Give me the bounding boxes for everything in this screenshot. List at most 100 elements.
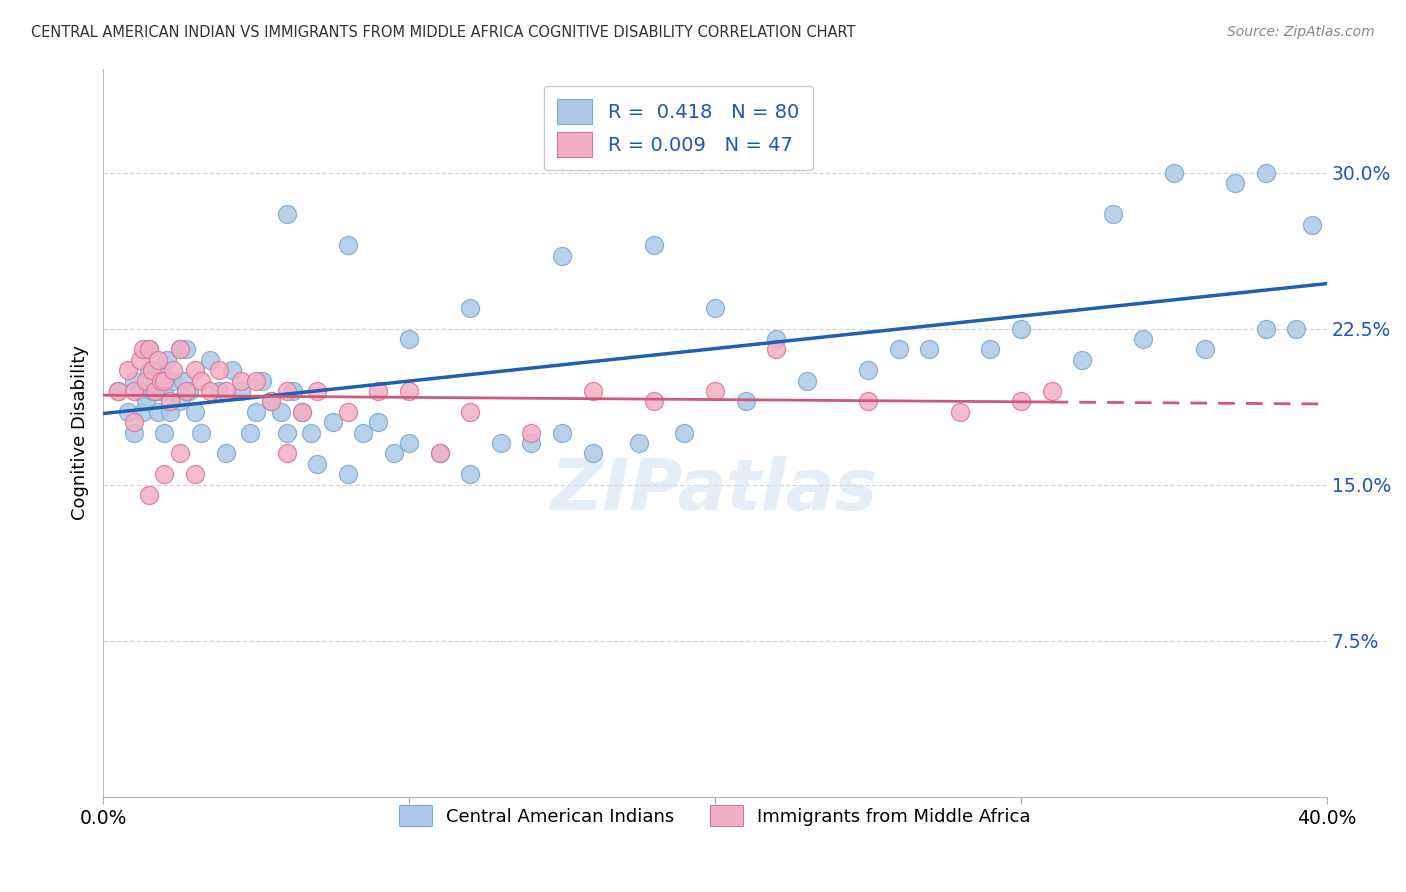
Point [336,467,359,482]
Point [291,405,314,419]
Text: ZIPatlas: ZIPatlas [551,457,879,525]
Point [1010,321,1032,335]
Point [190,374,212,388]
Point [169,394,191,409]
Point [138,488,160,502]
Point [122,384,145,398]
Point [322,415,344,429]
Point [918,343,941,357]
Point [276,207,298,221]
Y-axis label: Cognitive Disability: Cognitive Disability [72,345,89,520]
Point [122,415,145,429]
Point [1010,394,1032,409]
Point [184,363,207,377]
Point [352,425,374,440]
Point [551,425,574,440]
Point [141,384,163,398]
Point [214,384,236,398]
Point [172,374,194,388]
Point [627,436,650,450]
Point [250,374,273,388]
Point [673,425,696,440]
Point [1101,207,1123,221]
Point [229,374,252,388]
Legend: Central American Indians, Immigrants from Middle Africa: Central American Indians, Immigrants fro… [389,797,1040,835]
Point [796,374,818,388]
Point [704,384,727,398]
Point [276,425,298,440]
Point [367,384,389,398]
Point [307,384,329,398]
Point [856,394,879,409]
Point [214,446,236,460]
Point [141,363,163,377]
Point [153,374,176,388]
Point [150,363,173,377]
Point [887,343,910,357]
Point [169,446,191,460]
Point [949,405,972,419]
Point [159,405,181,419]
Point [1132,332,1154,346]
Point [150,374,173,388]
Point [184,405,207,419]
Point [117,405,139,419]
Point [765,332,787,346]
Point [1040,384,1063,398]
Point [208,363,231,377]
Point [156,352,179,367]
Point [138,363,160,377]
Point [643,394,665,409]
Point [1194,343,1216,357]
Point [122,374,145,388]
Point [148,352,170,367]
Point [107,384,129,398]
Point [979,343,1001,357]
Point [184,467,207,482]
Point [177,384,200,398]
Point [122,425,145,440]
Point [734,394,756,409]
Text: CENTRAL AMERICAN INDIAN VS IMMIGRANTS FROM MIDDLE AFRICA COGNITIVE DISABILITY CO: CENTRAL AMERICAN INDIAN VS IMMIGRANTS FR… [31,25,855,40]
Point [107,384,129,398]
Point [276,446,298,460]
Point [270,405,292,419]
Point [135,374,157,388]
Point [260,394,283,409]
Point [135,394,157,409]
Point [582,446,605,460]
Point [1254,165,1277,179]
Point [239,425,262,440]
Point [245,405,267,419]
Point [153,467,176,482]
Point [190,425,212,440]
Point [582,384,605,398]
Point [520,436,543,450]
Point [148,405,170,419]
Point [200,352,222,367]
Point [276,384,298,398]
Point [174,384,197,398]
Point [520,425,543,440]
Point [128,384,150,398]
Point [382,446,405,460]
Point [1163,165,1185,179]
Point [148,384,170,398]
Point [117,363,139,377]
Point [765,343,787,357]
Point [398,332,420,346]
Point [200,384,222,398]
Point [153,384,176,398]
Point [429,446,451,460]
Point [856,363,879,377]
Point [169,343,191,357]
Point [489,436,512,450]
Point [551,249,574,263]
Point [307,457,329,471]
Point [643,238,665,252]
Point [245,374,267,388]
Point [229,384,252,398]
Point [281,384,304,398]
Point [162,374,184,388]
Point [398,436,420,450]
